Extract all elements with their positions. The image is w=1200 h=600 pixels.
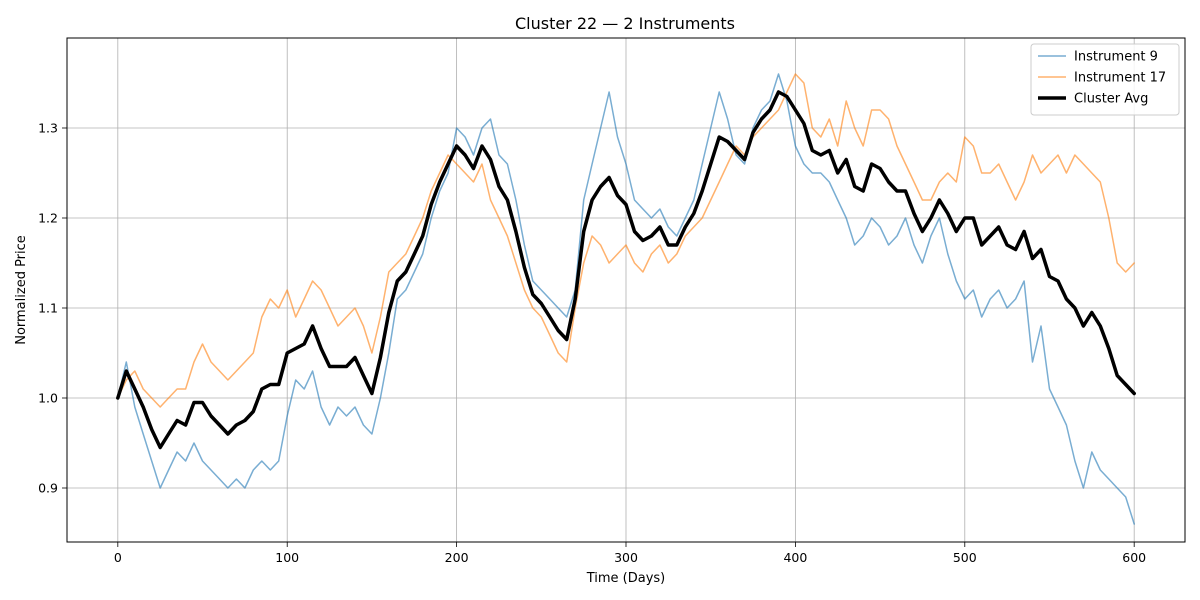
x-tick-label: 400: [783, 550, 807, 565]
y-axis-label: Normalized Price: [14, 235, 29, 345]
series-layer: [116, 73, 1136, 525]
chart-title: Cluster 22 — 2 Instruments: [515, 14, 735, 33]
x-tick-label: 600: [1122, 550, 1146, 565]
x-tick-label: 100: [275, 550, 299, 565]
legend-box: [1030, 43, 1180, 116]
y-tick-label: 1.3: [38, 121, 58, 136]
grid-lines: [67, 38, 1185, 542]
series-line-instrument-17: [117, 73, 1135, 408]
y-tick-label: 1.0: [38, 391, 58, 406]
legend: Instrument 9 Instrument 17 Cluster Avg: [1030, 43, 1180, 116]
x-axis-label: Time (Days): [586, 571, 666, 586]
y-tick-label: 0.9: [38, 481, 58, 496]
x-tick-label: 300: [614, 550, 638, 565]
y-tick-label: 1.1: [38, 301, 58, 316]
legend-label: Cluster Avg: [1074, 92, 1148, 107]
axis-ticks: 0 100 200 300 400 500 600 0.9 1.0 1.1 1.2 1.3: [38, 121, 1146, 566]
y-tick-label: 1.2: [38, 211, 58, 226]
x-tick-label: 0: [114, 550, 122, 565]
series-line-cluster-avg: [116, 90, 1136, 450]
x-tick-label: 200: [445, 550, 469, 565]
series-line-instrument-9: [117, 73, 1135, 525]
x-tick-label: 500: [953, 550, 977, 565]
legend-label: Instrument 9: [1074, 50, 1158, 65]
legend-label: Instrument 17: [1074, 71, 1166, 86]
